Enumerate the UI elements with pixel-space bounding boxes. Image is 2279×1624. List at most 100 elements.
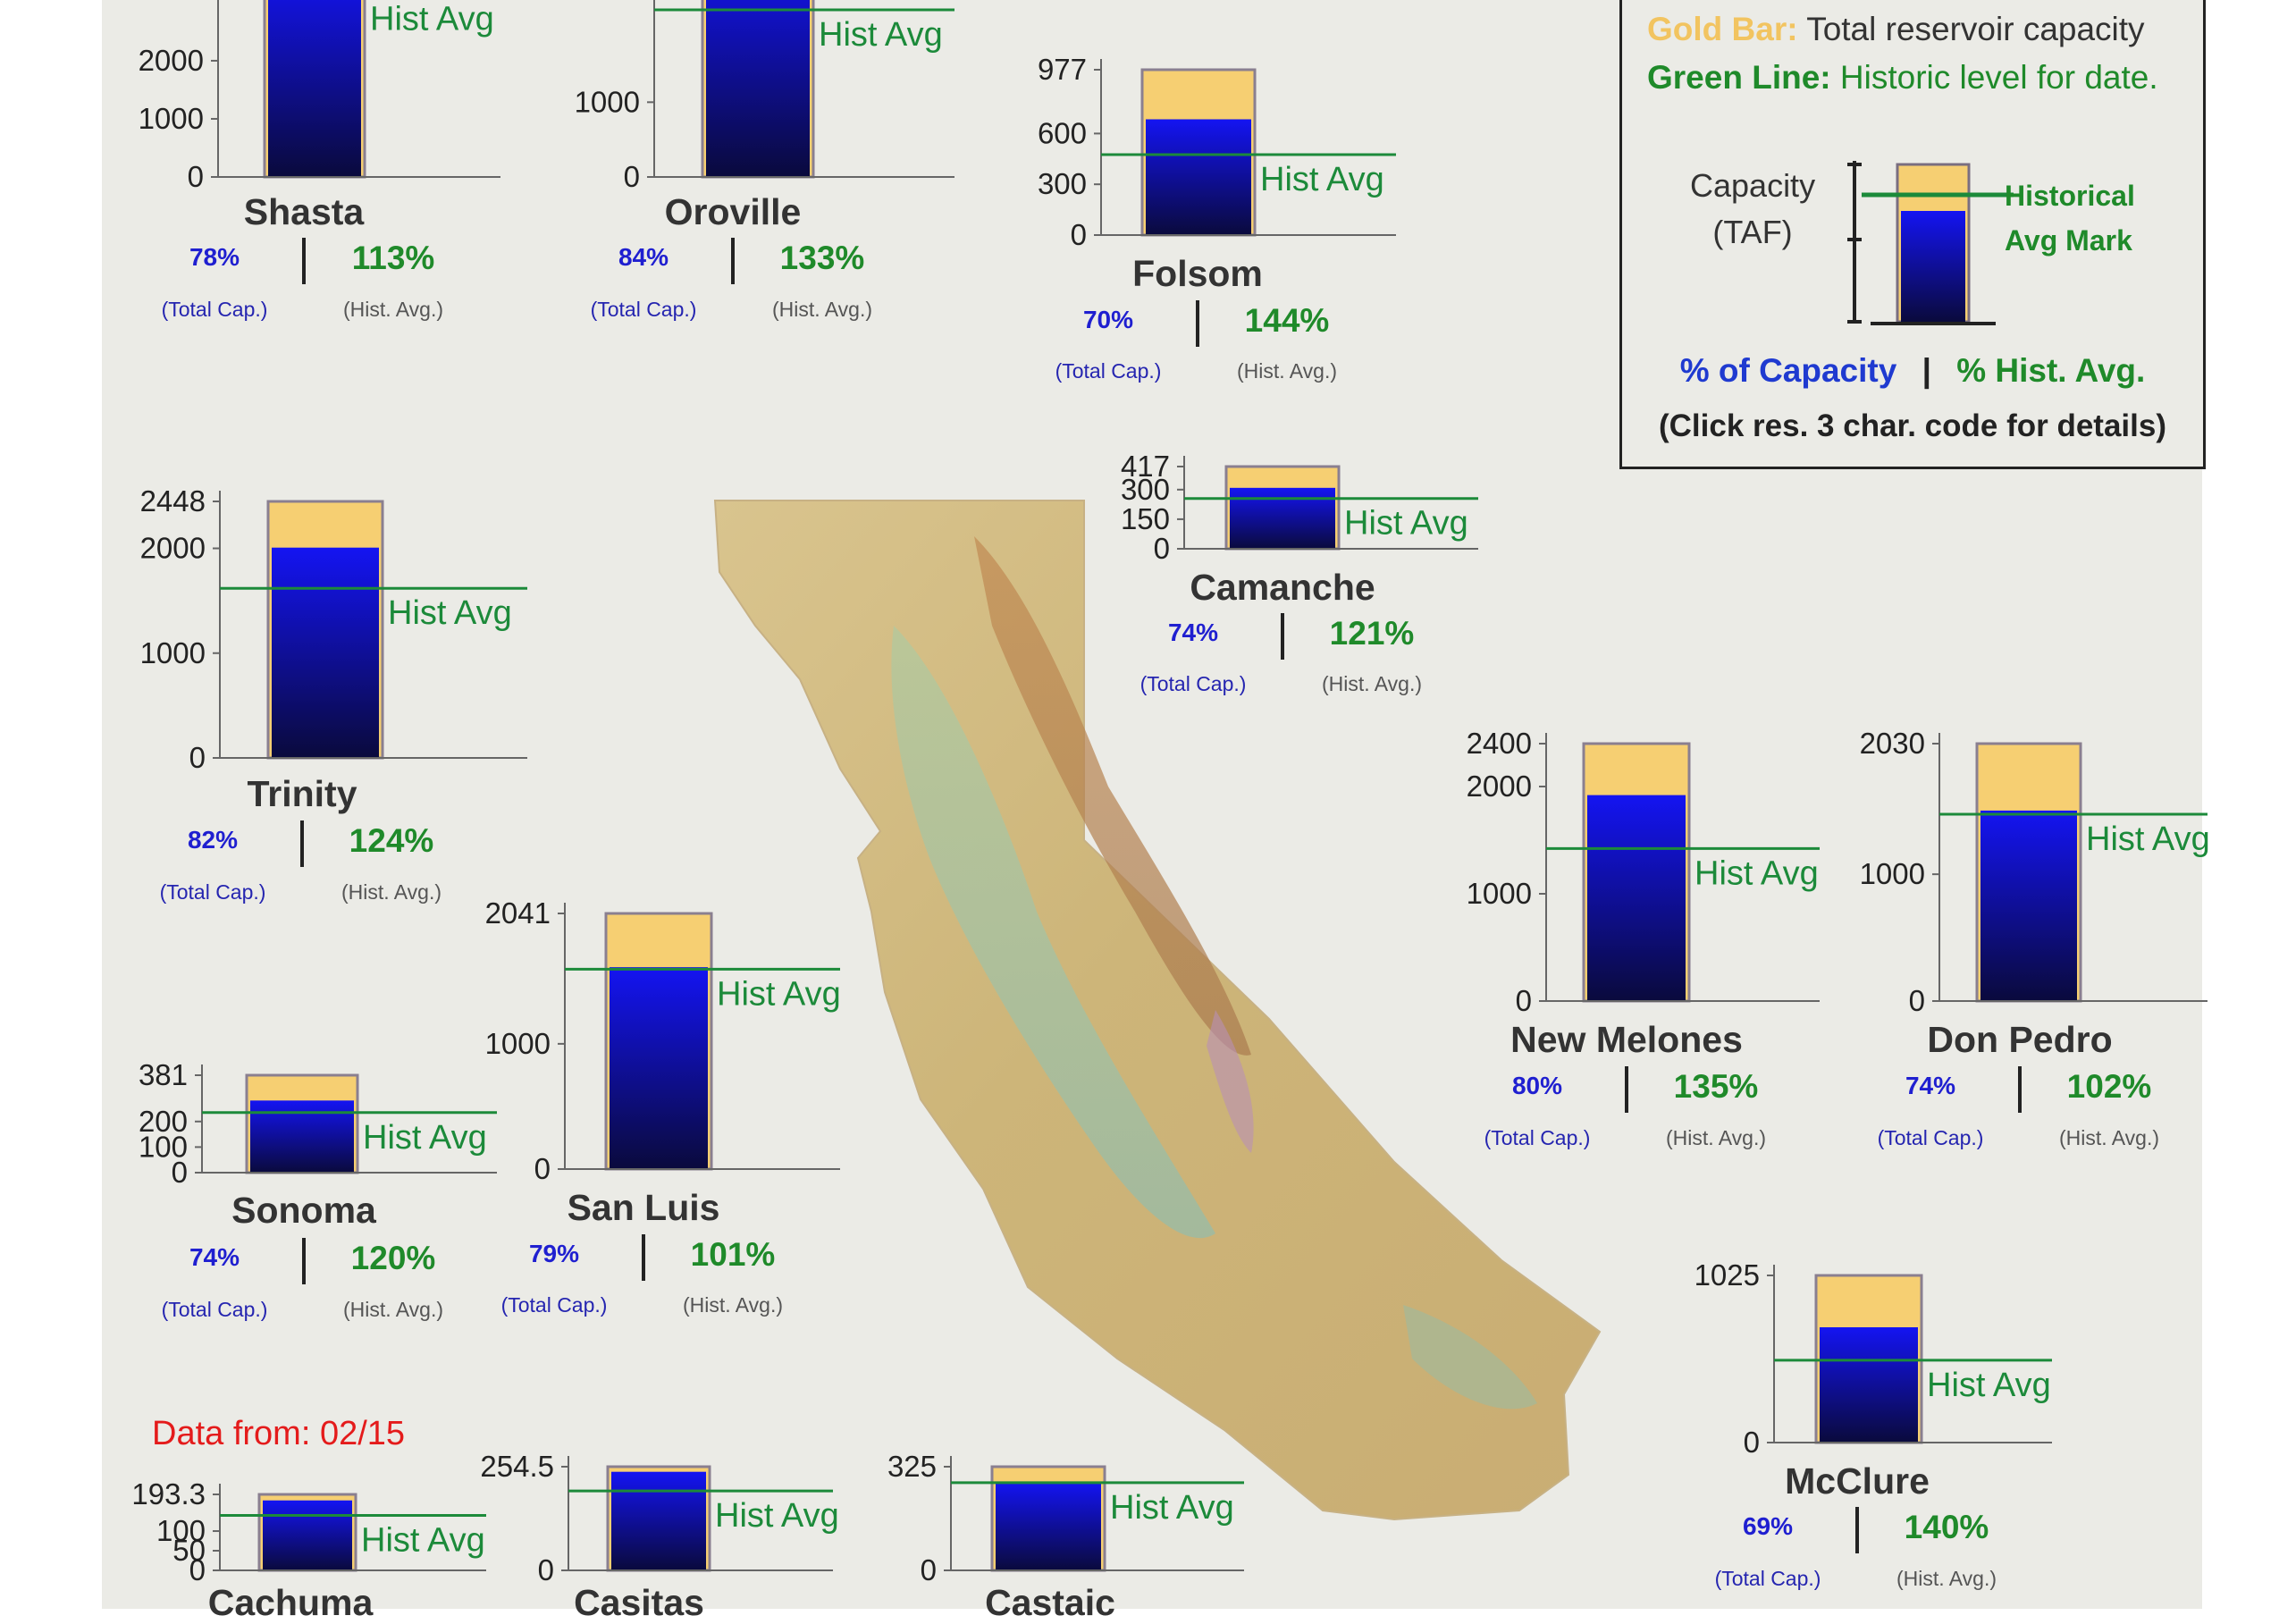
oroville-pct-hist: 133% bbox=[779, 240, 865, 276]
new-melones-tick-label: 2400 bbox=[1467, 727, 1532, 760]
mcclure-pct-hist: 140% bbox=[1904, 1509, 1989, 1545]
sonoma-tick-label: 0 bbox=[172, 1156, 188, 1189]
mcclure-name[interactable]: McClure bbox=[1785, 1460, 1930, 1502]
casitas-storage-bar bbox=[611, 1471, 706, 1570]
san-luis-tick-label: 1000 bbox=[485, 1027, 551, 1060]
new-melones-tick-label: 1000 bbox=[1467, 877, 1532, 910]
don-pedro-hist-avg-label: Hist Avg bbox=[2086, 820, 2210, 858]
sonoma-hist-avg-sub-label: (Hist. Avg.) bbox=[342, 1298, 444, 1321]
oroville-total-cap-label: (Total Cap.) bbox=[590, 298, 697, 321]
trinity-name[interactable]: Trinity bbox=[247, 773, 357, 814]
folsom-pct-hist: 144% bbox=[1244, 302, 1330, 339]
oroville-tick-label: 1000 bbox=[575, 85, 640, 118]
camanche-name[interactable]: Camanche bbox=[1190, 567, 1375, 608]
camanche-pct-hist: 121% bbox=[1329, 615, 1415, 652]
sonoma-name[interactable]: Sonoma bbox=[231, 1190, 376, 1231]
oroville-separator bbox=[731, 238, 735, 284]
trinity-separator bbox=[300, 820, 304, 867]
camanche-hist-avg-label: Hist Avg bbox=[1344, 505, 1468, 543]
mcclure-pct-capacity: 69% bbox=[1742, 1512, 1794, 1540]
reservoir-new-melones[interactable]: 0 1000 2000 2400 Hist Avg bbox=[1467, 727, 1820, 1017]
folsom-separator bbox=[1196, 300, 1199, 347]
cachuma-name[interactable]: Cachuma bbox=[207, 1582, 374, 1623]
sonoma-pct-capacity: 74% bbox=[189, 1243, 240, 1271]
shasta-pct-hist: 113% bbox=[351, 240, 435, 276]
legend-capacity-unit: (TAF) bbox=[1712, 214, 1793, 250]
san-luis-tick-label: 2041 bbox=[485, 896, 551, 930]
don-pedro-separator bbox=[2018, 1066, 2022, 1113]
legend-sample-bar bbox=[1847, 161, 2014, 325]
oroville-storage-bar bbox=[706, 0, 810, 178]
reservoir-casitas[interactable]: 0 254.5 Hist Avg bbox=[480, 1450, 838, 1586]
data-date: Data from: 02/15 bbox=[152, 1415, 405, 1453]
don-pedro-pct-capacity: 74% bbox=[1905, 1072, 1956, 1099]
cachuma-tick-label: 193.3 bbox=[131, 1477, 206, 1510]
reservoir-mcclure[interactable]: 0 1025 Hist Avg bbox=[1695, 1258, 2052, 1459]
castaic-tick-label: 325 bbox=[887, 1450, 937, 1483]
reservoir-trinity[interactable]: 0 1000 2000 2448 Hist Avg bbox=[140, 484, 527, 774]
san-luis-separator bbox=[642, 1234, 645, 1281]
folsom-name[interactable]: Folsom bbox=[1132, 253, 1263, 294]
legend-green-row: Green Line: Historic level for date. bbox=[1647, 59, 2158, 97]
trinity-total-cap-label: (Total Cap.) bbox=[159, 880, 266, 904]
camanche-tick-label: 417 bbox=[1121, 450, 1170, 483]
oroville-hist-avg-label: Hist Avg bbox=[819, 16, 943, 54]
don-pedro-pct-hist: 102% bbox=[2066, 1068, 2152, 1105]
new-melones-separator bbox=[1625, 1066, 1628, 1113]
sonoma-total-cap-label: (Total Cap.) bbox=[161, 1298, 268, 1321]
mcclure-separator bbox=[1855, 1507, 1859, 1553]
oroville-tick-label: 0 bbox=[624, 160, 640, 193]
shasta-hist-avg-sub-label: (Hist. Avg.) bbox=[342, 298, 444, 321]
reservoir-castaic[interactable]: 0 325 Hist Avg bbox=[887, 1450, 1244, 1586]
don-pedro-total-cap-label: (Total Cap.) bbox=[1877, 1126, 1984, 1149]
casitas-name[interactable]: Casitas bbox=[574, 1582, 704, 1623]
camanche-separator bbox=[1281, 613, 1284, 660]
camanche-total-cap-label: (Total Cap.) bbox=[1140, 672, 1247, 695]
cachuma-tick-label: 50 bbox=[172, 1534, 206, 1567]
new-melones-name[interactable]: New Melones bbox=[1510, 1019, 1743, 1060]
shasta-tick-label: 2000 bbox=[139, 44, 204, 77]
mcclure-hist-avg-sub-label: (Hist. Avg.) bbox=[1896, 1567, 1997, 1590]
don-pedro-tick-label: 2030 bbox=[1860, 727, 1925, 760]
shasta-storage-bar bbox=[268, 0, 361, 177]
san-luis-storage-bar bbox=[610, 967, 708, 1169]
shasta-tick-label: 0 bbox=[188, 160, 204, 193]
new-melones-hist-avg-label: Hist Avg bbox=[1695, 854, 1819, 892]
oroville-name[interactable]: Oroville bbox=[664, 191, 802, 232]
trinity-pct-hist: 124% bbox=[349, 822, 434, 859]
camanche-hist-avg-sub-label: (Hist. Avg.) bbox=[1321, 672, 1423, 695]
shasta-tick-label: 1000 bbox=[139, 102, 204, 135]
don-pedro-name[interactable]: Don Pedro bbox=[1927, 1019, 2113, 1060]
san-luis-name[interactable]: San Luis bbox=[567, 1187, 720, 1228]
legend-historical-label: Historical Avg Mark bbox=[2005, 173, 2135, 263]
reservoir-don-pedro[interactable]: 0 1000 2030 Hist Avg bbox=[1860, 727, 2210, 1017]
reservoir-shasta[interactable]: 0 1000 2000 Hist Avg bbox=[139, 0, 500, 193]
folsom-tick-label: 300 bbox=[1038, 167, 1087, 200]
reservoir-san-luis[interactable]: 0 1000 2041 Hist Avg bbox=[485, 896, 841, 1185]
casitas-tick-label: 0 bbox=[538, 1553, 554, 1586]
reservoir-oroville[interactable]: 0 1000 Hist Avg bbox=[575, 0, 954, 193]
legend-pct-capacity: % of Capacity bbox=[1679, 352, 1897, 389]
castaic-hist-avg-label: Hist Avg bbox=[1110, 1489, 1234, 1527]
cachuma-hist-avg-label: Hist Avg bbox=[361, 1521, 485, 1559]
trinity-tick-label: 0 bbox=[189, 741, 206, 774]
new-melones-pct-capacity: 80% bbox=[1511, 1072, 1563, 1099]
castaic-storage-bar bbox=[996, 1482, 1101, 1570]
shasta-pct-capacity: 78% bbox=[189, 243, 240, 271]
new-melones-tick-label: 2000 bbox=[1467, 770, 1532, 803]
folsom-tick-label: 600 bbox=[1038, 116, 1087, 149]
castaic-name[interactable]: Castaic bbox=[985, 1582, 1115, 1623]
trinity-tick-label: 1000 bbox=[140, 636, 206, 669]
new-melones-tick-label: 0 bbox=[1516, 984, 1532, 1017]
legend-gold-label: Gold Bar: bbox=[1647, 11, 1798, 47]
legend-green-desc: Historic level for date. bbox=[1839, 59, 2158, 96]
don-pedro-tick-label: 0 bbox=[1909, 984, 1925, 1017]
reservoir-folsom[interactable]: 0 300 600 977 Hist Avg bbox=[1038, 53, 1396, 251]
cachuma-tick-label: 100 bbox=[156, 1514, 206, 1547]
oroville-pct-capacity: 84% bbox=[618, 243, 669, 271]
shasta-name[interactable]: Shasta bbox=[243, 191, 365, 232]
